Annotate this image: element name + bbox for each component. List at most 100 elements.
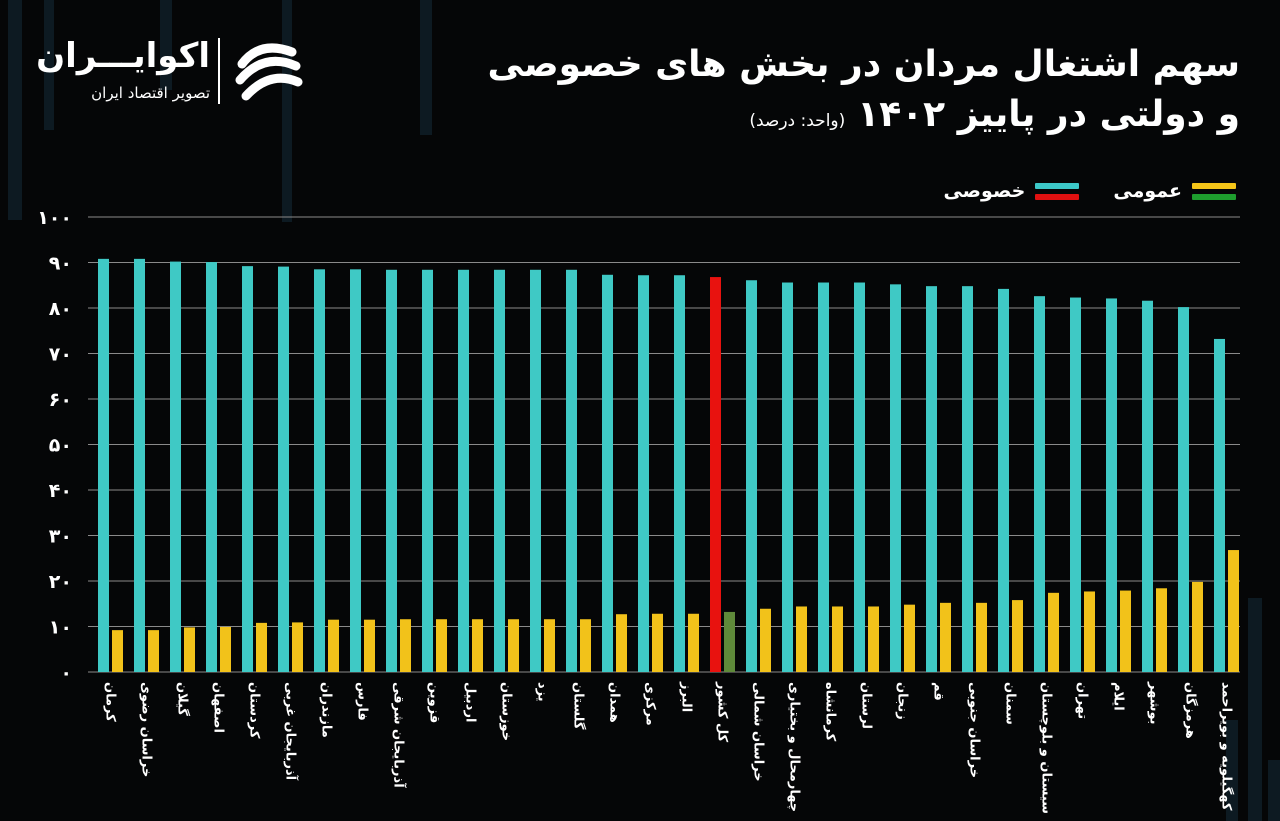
legend-label-public: عمومی (1113, 180, 1182, 202)
y-tick-label: ۳۰ (49, 526, 72, 548)
y-tick-label: ۰ (60, 662, 72, 684)
bar-private (566, 269, 577, 672)
bar-public (1156, 588, 1167, 672)
chart-title-line-2: و دولتی در پاییز ۱۴۰۲ (واحد: درصد) (520, 90, 1240, 146)
unit-label: (واحد: درصد) (749, 111, 846, 131)
x-tick-label: لرستان (859, 682, 874, 729)
bar-private (746, 280, 757, 672)
bar-public (472, 619, 483, 672)
brand-name: اکوایـــران (36, 36, 210, 76)
bar-private (1034, 296, 1045, 672)
bar-public (112, 630, 123, 672)
bar-private (350, 269, 361, 672)
bar-public (148, 630, 159, 672)
bar-private (602, 274, 613, 672)
bar-public (616, 614, 627, 672)
bar-public (976, 602, 987, 672)
bar-public (508, 619, 519, 672)
y-tick-label: ۶۰ (49, 389, 72, 411)
x-tick-label: مرکزی (643, 682, 658, 726)
bar-private (278, 266, 289, 672)
x-tick-label: گیلان (175, 682, 191, 716)
x-tick-label: کردستان (247, 682, 262, 739)
x-tick-label: کهگیلویه و بویراحمد (1219, 682, 1235, 811)
bar-public (184, 627, 195, 672)
x-tick-label: خراسان رضوی (139, 682, 154, 777)
x-tick-label: آذربایجان شرقی (391, 682, 408, 788)
bar-public (652, 613, 663, 672)
bar-private (242, 266, 253, 672)
x-tick-label: خوزستان (499, 682, 514, 741)
bar-public (1192, 581, 1203, 672)
x-tick-label: خراسان جنوبی (967, 682, 982, 778)
bar-public (292, 622, 303, 672)
bar-private (926, 286, 937, 672)
bar-private (1142, 300, 1153, 672)
x-tick-label: کرمان (103, 682, 118, 722)
y-tick-label: ۴۰ (49, 480, 72, 502)
bar-private (782, 282, 793, 672)
bar-public (796, 606, 807, 672)
y-tick-label: ۲۰ (49, 571, 72, 593)
bar-private (530, 269, 541, 672)
bar-public (904, 604, 915, 672)
bar-public (1120, 590, 1131, 672)
legend-swatch-public-national (1192, 193, 1236, 200)
bar-private (458, 269, 469, 672)
bar-private (494, 269, 505, 672)
x-tick-label: زنجان (895, 682, 910, 720)
y-tick-label: ۹۰ (49, 253, 72, 275)
bar-private (818, 282, 829, 672)
bar-public (220, 626, 231, 672)
bar-public (760, 608, 771, 672)
bar-public (688, 613, 699, 672)
bar-private (134, 258, 145, 672)
x-tick-label: قم (931, 682, 946, 701)
x-tick-label: البرز (679, 681, 694, 712)
bar-private (386, 269, 397, 672)
bar-public (1084, 591, 1095, 672)
bar-public (328, 619, 339, 672)
bar-public (940, 602, 951, 672)
bar-private (1106, 298, 1117, 672)
y-tick-label: ۵۰ (49, 435, 72, 457)
bar-private (998, 288, 1009, 672)
x-tick-label: ایلام (1111, 682, 1126, 711)
bar-public (1048, 592, 1059, 672)
x-tick-label: کل کشور (715, 681, 730, 743)
bar-private (170, 261, 181, 672)
x-tick-label: مازندران (319, 682, 334, 738)
x-tick-label: هرمزگان (1183, 682, 1199, 739)
bar-private (206, 262, 217, 672)
brand-mark-icon (235, 43, 303, 101)
x-tick-label: گلستان (571, 682, 587, 730)
bar-private (314, 269, 325, 672)
legend-swatch-private-national (1035, 193, 1080, 200)
bar-private (638, 275, 649, 672)
logo-divider (218, 38, 220, 104)
x-tick-label: چهارمحال و بختیاری (787, 682, 802, 812)
legend-swatch-private (1035, 182, 1080, 189)
y-tick-label: ۱۰۰ (37, 207, 72, 229)
x-tick-label: اردبیل (463, 682, 478, 722)
x-tick-label: خراسان شمالی (751, 682, 766, 782)
bar-public (400, 619, 411, 672)
x-tick-label: بوشهر (1147, 681, 1162, 725)
bar-public (364, 619, 375, 672)
bar-private (1178, 307, 1189, 672)
x-tick-label: اصفهان (211, 682, 226, 733)
chart-title-block: سهم اشتغال مردان در بخش های خصوصی و دولت… (487, 40, 1240, 146)
legend-item-public: عمومی (1113, 180, 1236, 202)
x-tick-label: تهران (1075, 682, 1090, 719)
bar-public (256, 622, 267, 672)
bar-public (436, 619, 447, 672)
bar-private (962, 286, 973, 672)
legend-swatch-public (1192, 182, 1236, 189)
bar-public (580, 619, 591, 672)
bar-private (890, 284, 901, 672)
bar-public (832, 606, 843, 672)
bar-private (674, 275, 685, 672)
chart-title-line-1: سهم اشتغال مردان در بخش های خصوصی (487, 44, 1240, 85)
y-tick-label: ۱۰ (49, 617, 72, 639)
bar-public (724, 611, 735, 672)
